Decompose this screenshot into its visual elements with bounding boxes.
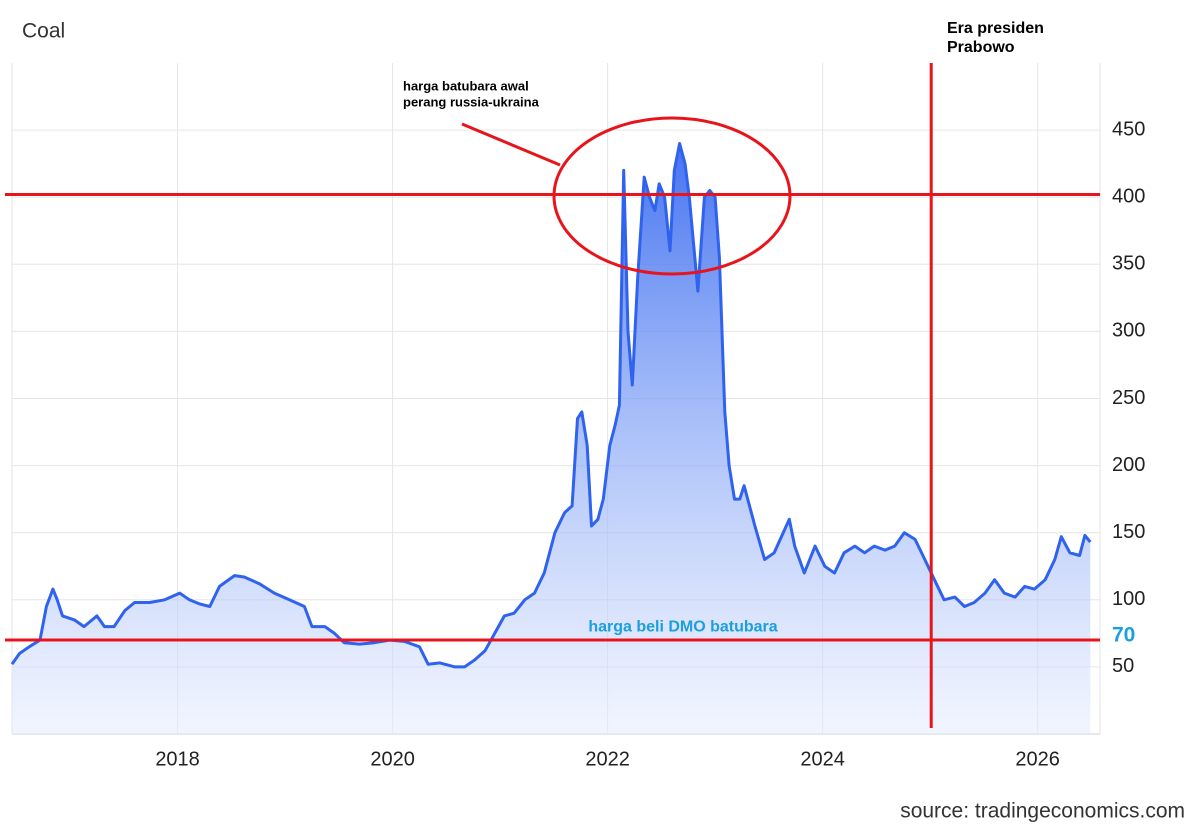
annotation-arrow (461, 122, 561, 167)
reference-layer (5, 63, 1100, 728)
y-tick-label: 400 (1112, 185, 1145, 207)
reference-label: harga beli DMO batubara (588, 618, 777, 635)
x-tick-label: 2026 (1015, 748, 1060, 770)
x-tick-label: 2018 (155, 748, 200, 770)
annotation-text: harga batubara awal (403, 78, 529, 93)
area-layer (10, 142, 1092, 734)
x-tick-label: 2024 (800, 748, 845, 770)
x-tick-label: 2022 (585, 748, 630, 770)
line (10, 142, 1092, 669)
y-tick-label: 150 (1112, 521, 1145, 543)
vline-label: Prabowo (947, 39, 1015, 56)
annotation-text: perang russia-ukraina (403, 94, 540, 109)
source: source: tradingeconomics.com (900, 800, 1185, 823)
reference-value: 70 (1112, 624, 1135, 647)
area (12, 143, 1091, 734)
y-tick-label: 50 (1112, 655, 1134, 677)
y-tick-label: 300 (1112, 320, 1145, 342)
y-tick-label: 200 (1112, 454, 1145, 476)
y-tick-label: 350 (1112, 253, 1145, 275)
x-tick-label: 2020 (370, 748, 415, 770)
highlight-ellipse (552, 116, 792, 276)
chart-title: Coal (22, 20, 65, 43)
vline-label: Era presiden (947, 20, 1044, 37)
y-tick-label: 250 (1112, 387, 1145, 409)
y-tick-label: 100 (1112, 588, 1145, 610)
y-tick-label: 450 (1112, 118, 1145, 140)
